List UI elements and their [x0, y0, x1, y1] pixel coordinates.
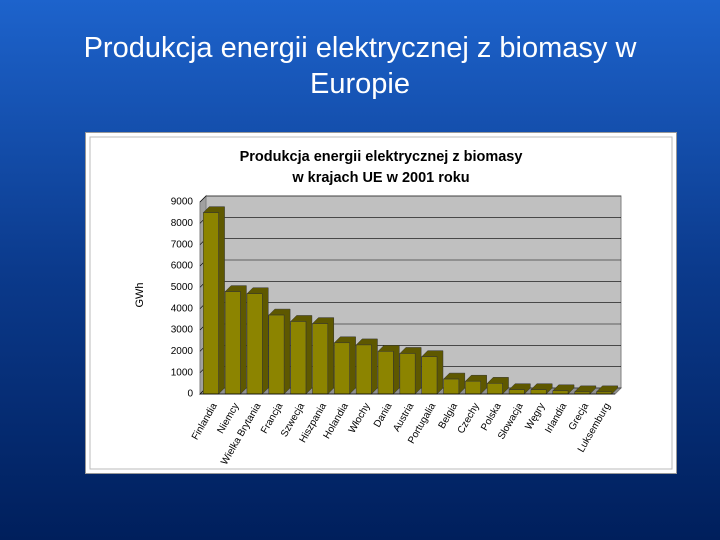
- bar: [334, 342, 350, 395]
- chart-title: w krajach UE w 2001 roku: [291, 170, 469, 186]
- y-tick-label: 5000: [171, 282, 194, 293]
- bar: [508, 389, 525, 395]
- bar: [312, 323, 329, 395]
- y-tick-label: 9000: [171, 197, 194, 208]
- y-tick-label: 7000: [171, 239, 194, 250]
- y-tick-label: 1000: [171, 367, 194, 378]
- bar: [530, 389, 547, 395]
- y-tick-label: 8000: [171, 218, 194, 229]
- bar: [443, 378, 460, 395]
- chart: Produkcja energii elektrycznej z biomasy…: [85, 132, 677, 474]
- bar: [268, 314, 285, 395]
- y-tick-label: 3000: [171, 325, 194, 336]
- grid-line: [199, 195, 621, 203]
- slide-title: Produkcja energii elektrycznej z biomasy…: [83, 32, 637, 100]
- y-axis-label: GWh: [134, 282, 146, 307]
- bar: [465, 380, 481, 395]
- bar: [421, 356, 438, 395]
- y-tick-label: 0: [187, 389, 193, 400]
- bar: [399, 353, 416, 395]
- bar: [552, 390, 569, 395]
- chart-title: Produkcja energii elektrycznej z biomasy: [240, 149, 523, 165]
- bar: [486, 383, 503, 395]
- y-tick-label: 6000: [171, 261, 194, 272]
- bar: [290, 321, 307, 395]
- bar: [246, 293, 263, 395]
- y-tick-label: 2000: [171, 346, 194, 357]
- bar: [203, 212, 219, 395]
- bar: [355, 344, 372, 395]
- y-tick-label: 4000: [171, 303, 194, 314]
- bar: [224, 291, 241, 395]
- bar: [377, 351, 394, 395]
- chart-inner-frame: [89, 136, 673, 470]
